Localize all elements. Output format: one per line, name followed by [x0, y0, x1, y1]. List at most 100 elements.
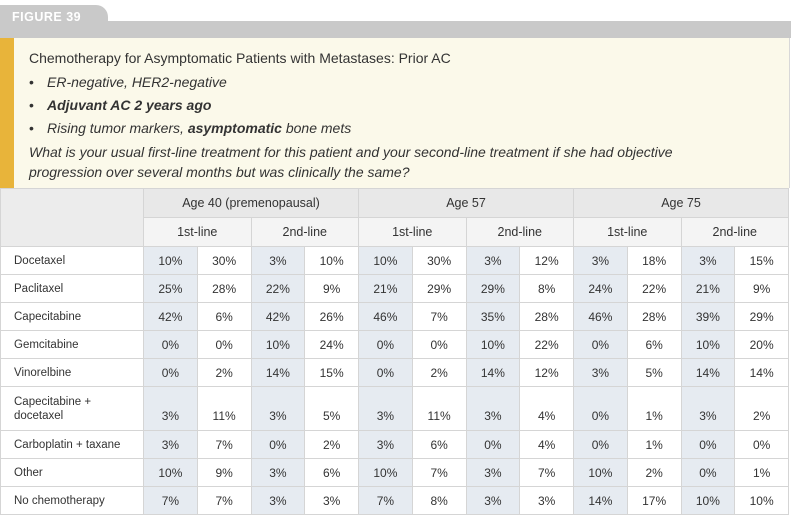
value-cell: 22%: [519, 330, 574, 359]
value-cell: 28%: [196, 274, 252, 303]
value-cell: 3%: [250, 386, 306, 431]
bullet-item: • Rising tumor markers, asymptomatic bone…: [29, 118, 351, 141]
value-cell: 21%: [680, 274, 736, 303]
value-cell: 10%: [680, 330, 736, 359]
value-cell: 29%: [734, 302, 789, 331]
value-cell: 39%: [680, 302, 736, 331]
value-cell: 11%: [411, 386, 467, 431]
value-cell: 7%: [519, 458, 574, 487]
accent-bar: [0, 38, 14, 188]
value-cell: 9%: [734, 274, 789, 303]
line-header: 1st-line: [143, 217, 252, 247]
value-cell: 2%: [626, 458, 682, 487]
value-cell: 10%: [143, 246, 198, 275]
value-cell: 10%: [250, 330, 306, 359]
row-label: Docetaxel: [0, 246, 144, 275]
value-cell: 1%: [626, 430, 682, 459]
value-cell: 0%: [358, 330, 413, 359]
value-cell: 3%: [573, 246, 628, 275]
value-cell: 0%: [573, 430, 628, 459]
value-cell: 10%: [358, 458, 413, 487]
table-row: Paclitaxel 25% 28% 22% 9% 21% 29% 29% 8% 24% 22% 21…: [0, 274, 789, 303]
figure-tab: FIGURE 39: [0, 5, 108, 38]
value-cell: 0%: [465, 430, 521, 459]
row-label: Capecitabine: [0, 302, 144, 331]
bullet-icon: •: [29, 120, 34, 136]
value-cell: 3%: [573, 358, 628, 387]
value-cell: 3%: [680, 246, 736, 275]
value-cell: 22%: [626, 274, 682, 303]
value-cell: 28%: [519, 302, 574, 331]
value-cell: 3%: [358, 386, 413, 431]
row-label: Capecitabine + docetaxel: [0, 386, 144, 431]
table-body: Docetaxel 10% 30% 3% 10% 10% 30% 3% 12% 3% 18% 3% 15…: [0, 246, 789, 515]
value-cell: 29%: [465, 274, 521, 303]
bullet-item: • Adjuvant AC 2 years ago: [29, 95, 351, 118]
table-row: Capecitabine 42% 6% 42% 26% 46% 7% 35% 28% 46% 28%…: [0, 302, 789, 331]
table-row: Carboplatin + taxane 3% 7% 0% 2% 3% 6% 0% 4% 0% 1%…: [0, 430, 789, 459]
value-cell: 5%: [626, 358, 682, 387]
value-cell: 2%: [411, 358, 467, 387]
value-cell: 14%: [465, 358, 521, 387]
value-cell: 5%: [304, 386, 359, 431]
value-cell: 17%: [626, 486, 682, 515]
value-cell: 2%: [734, 386, 789, 431]
value-cell: 8%: [411, 486, 467, 515]
value-cell: 20%: [734, 330, 789, 359]
group-header: Age 57: [358, 188, 574, 218]
bullet-text: Adjuvant AC 2 years ago: [47, 97, 212, 113]
value-cell: 11%: [196, 386, 252, 431]
value-cell: 7%: [411, 302, 467, 331]
value-cell: 0%: [411, 330, 467, 359]
line-header: 1st-line: [573, 217, 682, 247]
value-cell: 7%: [196, 430, 252, 459]
table-corner: [0, 188, 144, 247]
value-cell: 1%: [734, 458, 789, 487]
value-cell: 26%: [304, 302, 359, 331]
bullet-text-pre: Rising tumor markers,: [47, 120, 188, 136]
bullet-item: • ER-negative, HER2-negative: [29, 72, 351, 95]
value-cell: 10%: [465, 330, 521, 359]
value-cell: 7%: [411, 458, 467, 487]
case-bullets: • ER-negative, HER2-negative • Adjuvant AC…: [29, 72, 351, 141]
results-table: Age 40 (premenopausal) Age 57 Age 75 1st…: [0, 188, 789, 515]
row-label: Gemcitabine: [0, 330, 144, 359]
value-cell: 3%: [465, 246, 521, 275]
value-cell: 8%: [519, 274, 574, 303]
value-cell: 46%: [573, 302, 628, 331]
value-cell: 3%: [250, 458, 306, 487]
line-header: 2nd-line: [250, 217, 359, 247]
value-cell: 22%: [250, 274, 306, 303]
value-cell: 24%: [573, 274, 628, 303]
row-label: Carboplatin + taxane: [0, 430, 144, 459]
value-cell: 42%: [143, 302, 198, 331]
table-row: Capecitabine + docetaxel 3% 11% 3% 5% 3% 11% 3%…: [0, 386, 789, 431]
line-header: 2nd-line: [680, 217, 789, 247]
value-cell: 9%: [196, 458, 252, 487]
line-header: 1st-line: [358, 217, 467, 247]
value-cell: 3%: [465, 458, 521, 487]
table-row: No chemotherapy 7% 7% 3% 3% 7% 8% 3% 3% 14% 17% 10%…: [0, 486, 789, 515]
table-row: Other 10% 9% 3% 6% 10% 7% 3% 7% 10% 2% 0% 1%: [0, 458, 789, 487]
value-cell: 3%: [519, 486, 574, 515]
value-cell: 0%: [573, 330, 628, 359]
value-cell: 3%: [465, 486, 521, 515]
value-cell: 25%: [143, 274, 198, 303]
value-cell: 14%: [573, 486, 628, 515]
row-label: Vinorelbine: [0, 358, 144, 387]
value-cell: 6%: [626, 330, 682, 359]
value-cell: 0%: [143, 330, 198, 359]
value-cell: 6%: [411, 430, 467, 459]
value-cell: 12%: [519, 246, 574, 275]
value-cell: 30%: [196, 246, 252, 275]
figure-header: FIGURE 39: [0, 0, 791, 38]
table-row: Docetaxel 10% 30% 3% 10% 10% 30% 3% 12% 3% 18% 3% 15…: [0, 246, 789, 275]
value-cell: 6%: [196, 302, 252, 331]
value-cell: 10%: [143, 458, 198, 487]
header-rule: [0, 21, 791, 38]
value-cell: 28%: [626, 302, 682, 331]
question-box: Chemotherapy for Asymptomatic Patients w…: [0, 38, 790, 188]
value-cell: 10%: [573, 458, 628, 487]
value-cell: 7%: [143, 486, 198, 515]
value-cell: 3%: [250, 486, 306, 515]
